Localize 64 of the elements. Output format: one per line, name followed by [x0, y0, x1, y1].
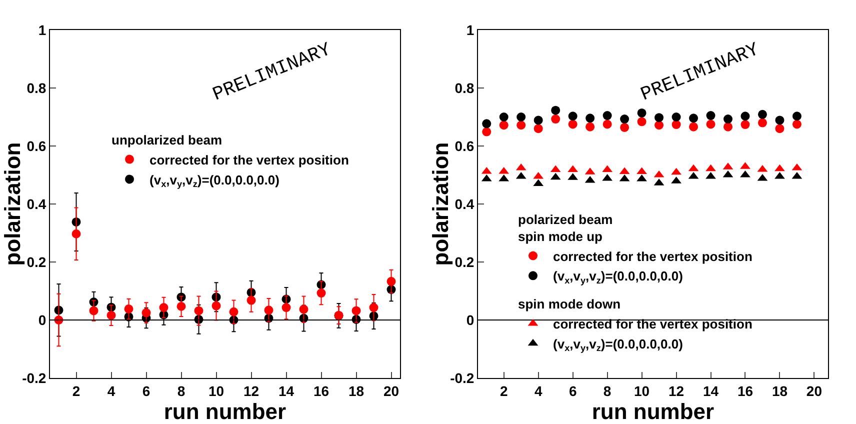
x-tick-label: 8	[603, 382, 612, 399]
x-tick-label: 14	[278, 382, 294, 399]
x-tick-label: 2	[72, 382, 80, 399]
legend-label: (v$_{x}$,v$_{y}$,v$_{z}$)=(0.0,0.0,0.0)	[553, 268, 683, 286]
y-tick-label: 1	[466, 22, 474, 38]
point	[106, 310, 116, 320]
x-tick-label: 10	[634, 382, 650, 399]
legend-title: unpolarized beam	[112, 132, 222, 148]
x-tick-label: 12	[243, 382, 260, 399]
x-axis-title: run number	[164, 398, 287, 424]
legend-label: (v$_{x}$,v$_{y}$,v$_{z}$)=(0.0,0.0,0.0)	[553, 336, 683, 354]
y-tick-label: 0	[38, 312, 46, 328]
y-tick-label: -0.2	[450, 370, 474, 386]
legend-label: corrected for the vertex position	[553, 316, 752, 332]
point	[159, 303, 168, 312]
point	[352, 306, 361, 316]
x-tick-label: 6	[568, 382, 577, 399]
y-tick-label: 0.6	[26, 138, 46, 154]
point	[386, 276, 396, 286]
x-tick-label: 12	[668, 382, 684, 399]
y-tick-label: 0.4	[26, 196, 46, 212]
x-tick-label: 20	[806, 382, 822, 399]
point	[142, 308, 151, 318]
point	[124, 304, 134, 314]
legend-label: (v$_{x}$,v$_{y}$,v$_{z}$)=(0.0,0.0,0.0)	[150, 172, 280, 189]
y-tick-label: 0.6	[454, 138, 474, 154]
y-tick-label: 1	[38, 22, 46, 38]
x-tick-label: 18	[772, 382, 788, 399]
x-tick-label: 18	[348, 382, 364, 399]
point	[282, 303, 291, 312]
annotation: spin mode down	[518, 296, 621, 312]
x-tick-label: 10	[208, 382, 224, 399]
y-tick-label: 0.4	[454, 196, 474, 212]
point	[246, 296, 256, 305]
x-tick-label: 14	[702, 382, 719, 399]
y-tick-label: 0.2	[454, 254, 474, 270]
legend-label: corrected for the vertex position	[553, 248, 752, 264]
point	[194, 306, 204, 316]
legend-label: corrected for the vertex position	[150, 152, 349, 168]
x-tick-label: 4	[534, 382, 542, 399]
x-tick-label: 2	[500, 382, 508, 399]
x-tick-label: 20	[383, 382, 400, 399]
x-tick-label: 16	[737, 382, 754, 399]
point	[229, 307, 238, 316]
y-tick-label: -0.2	[22, 370, 46, 386]
point	[72, 229, 81, 238]
y-axis-title: polarization	[0, 142, 25, 266]
x-tick-label: 8	[177, 382, 186, 399]
y-tick-label: 0.8	[26, 80, 46, 96]
point	[299, 304, 308, 314]
point	[316, 288, 326, 298]
y-tick-label: 0.8	[454, 80, 474, 96]
point	[176, 302, 186, 311]
x-axis-title: run number	[592, 398, 715, 424]
point	[264, 306, 274, 315]
y-axis-title: polarization	[428, 142, 453, 266]
point	[369, 303, 378, 312]
y-tick-label: 0.2	[26, 254, 46, 270]
x-tick-label: 4	[107, 382, 116, 399]
point	[212, 301, 221, 310]
x-tick-label: 6	[142, 382, 150, 399]
y-tick-label: 0	[466, 312, 474, 328]
x-tick-label: 16	[313, 382, 330, 399]
point	[89, 306, 98, 316]
